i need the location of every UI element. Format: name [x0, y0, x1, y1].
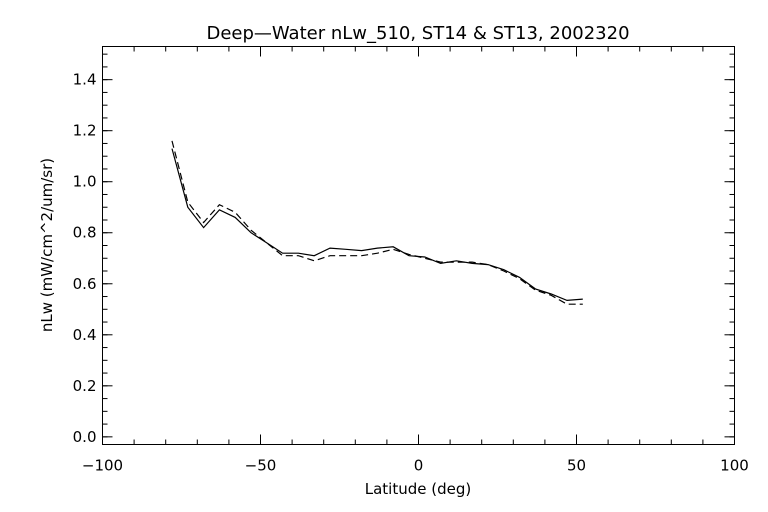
y-tick-label: 0.2	[73, 377, 97, 395]
y-tick-label: 1.4	[73, 71, 97, 89]
series-line-dashed	[171, 140, 583, 305]
y-tick-label: 1.2	[73, 122, 97, 140]
x-axis-label: Latitude (deg)	[365, 480, 471, 498]
y-tick-label: 0.0	[73, 428, 97, 446]
x-tick-label: −50	[245, 457, 277, 475]
y-tick-label: 0.6	[73, 275, 97, 293]
chart-title: Deep—Water nLw_510, ST14 & ST13, 2002320	[206, 23, 629, 44]
tick-labels: −100 −50 0 50 100 0.0 0.2 0.4 0.6 0.8 1.0 1.2 1.4	[73, 71, 749, 475]
y-tick-label: 1.0	[73, 173, 97, 191]
y-tick-label: 0.4	[73, 326, 97, 344]
x-tick-label: 0	[414, 457, 424, 475]
x-tick-label: 50	[567, 457, 586, 475]
y-axis-label: nLw (mW/cm^2/um/sr)	[38, 158, 56, 332]
series-line-solid	[171, 148, 583, 302]
series-lines	[171, 140, 583, 305]
axis-ticks	[102, 46, 735, 445]
x-tick-label: −100	[82, 457, 123, 475]
plot-frame	[102, 46, 735, 445]
x-tick-label: 100	[720, 457, 749, 475]
y-tick-label: 0.8	[73, 224, 97, 242]
